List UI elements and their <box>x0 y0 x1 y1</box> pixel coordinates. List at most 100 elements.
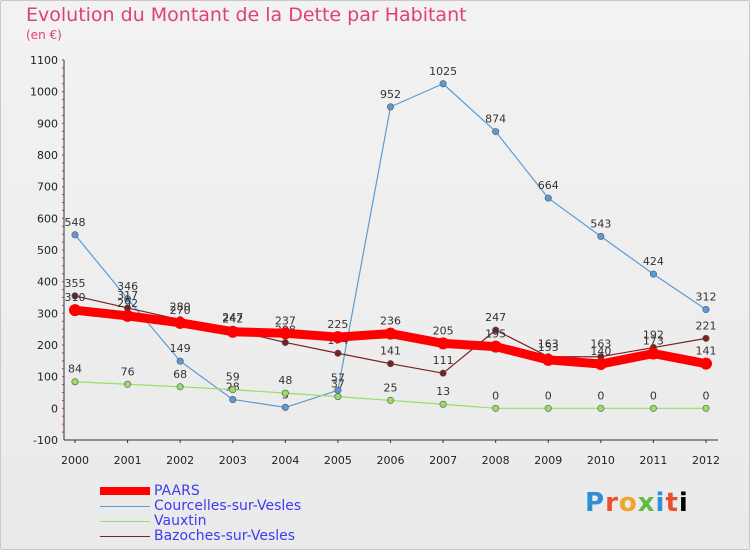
data-label-vauxtin: 0 <box>597 389 604 402</box>
x-tick-label: 2011 <box>639 454 667 467</box>
data-label-paars: 153 <box>538 341 559 354</box>
data-label-bazoches-sur-vesles: 247 <box>485 311 506 324</box>
data-point-courcelles-sur-vesles <box>176 357 184 365</box>
legend-label-courcelles: Courcelles-sur-Vesles <box>154 498 302 514</box>
data-label-vauxtin: 59 <box>226 371 240 384</box>
legend-label-vauxtin: Vauxtin <box>154 513 207 529</box>
logo-letter: x <box>637 488 656 518</box>
data-label-paars: 237 <box>275 314 296 327</box>
data-label-bazoches-sur-vesles: 221 <box>696 319 717 332</box>
data-point-paars <box>226 325 239 338</box>
data-point-courcelles-sur-vesles <box>702 306 710 314</box>
x-tick-label: 2012 <box>692 454 720 467</box>
data-label-vauxtin: 68 <box>173 368 187 381</box>
data-label-vauxtin: 37 <box>331 378 345 391</box>
data-label-bazoches-sur-vesles: 317 <box>117 289 138 302</box>
x-tick-label: 2001 <box>114 454 142 467</box>
chart-title: Evolution du Montant de la Dette par Hab… <box>26 4 467 26</box>
x-tick-label: 2002 <box>166 454 194 467</box>
logo-letter: t <box>665 488 679 518</box>
data-label-vauxtin: 13 <box>436 385 450 398</box>
data-label-paars: 140 <box>590 345 611 358</box>
data-label-bazoches-sur-vesles: 247 <box>222 311 243 324</box>
x-tick-label: 2006 <box>377 454 405 467</box>
data-label-courcelles-sur-vesles: 543 <box>590 217 611 230</box>
data-label-paars: 141 <box>696 345 717 358</box>
data-label-paars: 270 <box>170 304 191 317</box>
y-tick-label: 700 <box>37 181 58 194</box>
logo-letter: i <box>678 488 689 518</box>
y-tick-label: 400 <box>37 276 58 289</box>
y-tick-label: 800 <box>37 149 58 162</box>
data-point-vauxtin <box>176 383 184 391</box>
data-label-paars: 292 <box>117 297 138 310</box>
data-label-courcelles-sur-vesles: 548 <box>65 216 86 229</box>
data-point-paars <box>647 347 660 360</box>
data-point-vauxtin <box>334 393 342 401</box>
data-point-paars <box>279 327 292 340</box>
data-point-courcelles-sur-vesles <box>71 231 79 239</box>
data-label-courcelles-sur-vesles: 312 <box>696 291 717 304</box>
data-point-paars <box>121 309 134 322</box>
data-label-bazoches-sur-vesles: 163 <box>590 338 611 351</box>
y-tick-label: 0 <box>51 402 58 415</box>
data-label-courcelles-sur-vesles: 424 <box>643 255 664 268</box>
data-label-bazoches-sur-vesles: 111 <box>433 354 454 367</box>
legend-swatch-courcelles <box>100 506 150 507</box>
logo-letter: P <box>585 488 606 518</box>
data-label-vauxtin: 0 <box>492 389 499 402</box>
data-point-bazoches-sur-vesles <box>334 349 342 357</box>
data-label-bazoches-sur-vesles: 141 <box>380 345 401 358</box>
y-tick-label: 100 <box>37 371 58 384</box>
data-label-vauxtin: 25 <box>384 381 398 394</box>
x-tick-label: 2003 <box>219 454 247 467</box>
data-label-courcelles-sur-vesles: 952 <box>380 88 401 101</box>
data-point-vauxtin <box>386 396 394 404</box>
data-point-courcelles-sur-vesles <box>386 103 394 111</box>
legend-label-paars: PAARS <box>154 483 200 499</box>
y-tick-label: 900 <box>37 117 58 130</box>
data-label-paars: 205 <box>433 324 454 337</box>
legend-swatch-paars <box>100 487 150 495</box>
data-point-paars <box>174 316 187 329</box>
data-point-vauxtin <box>281 389 289 397</box>
legend-label-bazoches: Bazoches-sur-Vesles <box>154 528 296 544</box>
data-point-vauxtin <box>544 404 552 412</box>
data-point-paars <box>384 327 397 340</box>
data-point-paars <box>489 340 502 353</box>
x-tick-label: 2008 <box>482 454 510 467</box>
data-label-paars: 310 <box>65 291 86 304</box>
data-point-courcelles-sur-vesles <box>649 270 657 278</box>
data-label-paars: 225 <box>327 318 348 331</box>
data-point-paars <box>331 331 344 344</box>
data-label-paars: 195 <box>485 328 506 341</box>
data-point-courcelles-sur-vesles <box>281 403 289 411</box>
data-point-bazoches-sur-vesles <box>702 334 710 342</box>
x-tick-label: 2009 <box>534 454 562 467</box>
data-point-vauxtin <box>124 380 132 388</box>
x-tick-label: 2007 <box>429 454 457 467</box>
data-point-courcelles-sur-vesles <box>597 232 605 240</box>
chart-subtitle: (en €) <box>26 28 62 42</box>
proxiti-logo: Proxiti <box>585 488 689 518</box>
x-tick-label: 2010 <box>587 454 615 467</box>
y-tick-label: 200 <box>37 339 58 352</box>
y-tick-label: 600 <box>37 212 58 225</box>
data-point-bazoches-sur-vesles <box>386 360 394 368</box>
data-label-courcelles-sur-vesles: 1025 <box>429 65 457 78</box>
data-point-courcelles-sur-vesles <box>124 295 132 303</box>
x-tick-label: 2000 <box>61 454 89 467</box>
data-point-courcelles-sur-vesles <box>544 194 552 202</box>
data-label-vauxtin: 48 <box>278 374 292 387</box>
data-point-vauxtin <box>702 404 710 412</box>
x-tick-label: 2004 <box>271 454 299 467</box>
data-label-paars: 242 <box>222 313 243 326</box>
data-point-bazoches-sur-vesles <box>281 338 289 346</box>
data-label-bazoches-sur-vesles: 192 <box>643 329 664 342</box>
x-tick-label: 2005 <box>324 454 352 467</box>
legend-swatch-vauxtin <box>100 521 150 522</box>
data-label-courcelles-sur-vesles: 664 <box>538 179 559 192</box>
data-point-paars <box>594 358 607 370</box>
data-label-paars: 173 <box>643 335 664 348</box>
